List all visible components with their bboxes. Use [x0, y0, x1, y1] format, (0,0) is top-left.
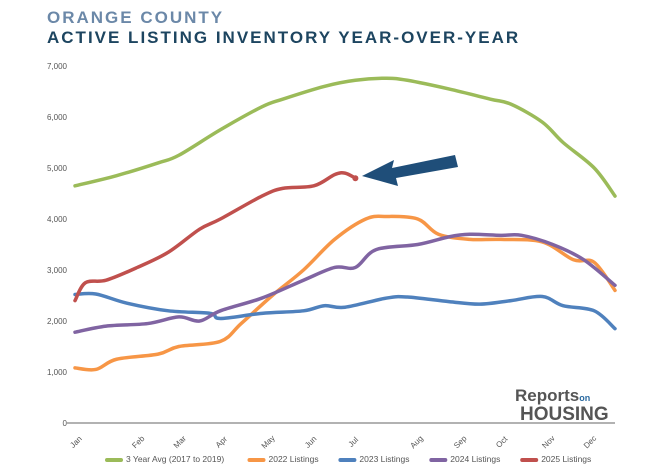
series-line-2024-listings	[73, 232, 617, 334]
x-tick-label: Feb	[130, 434, 147, 451]
x-tick-label: Apr	[214, 434, 229, 449]
x-tick-label: May	[260, 434, 277, 451]
legend-swatch	[429, 458, 448, 462]
legend-label: 2023 Listings	[359, 454, 409, 464]
legend-swatch	[105, 458, 123, 462]
logo-text: on	[579, 393, 591, 403]
x-tick-label: Jan	[68, 434, 83, 449]
y-tick-label: 1,000	[47, 368, 68, 377]
series-line-2025-listings	[73, 171, 358, 303]
chart-title: ACTIVE LISTING INVENTORY YEAR-OVER-YEAR	[47, 28, 521, 47]
logo-text: HOUSING	[520, 404, 609, 425]
logo-text: Reports	[515, 386, 580, 405]
x-tick-label: Jul	[347, 435, 361, 449]
series-end-marker	[352, 175, 359, 182]
legend-swatch	[247, 458, 266, 462]
legend-swatch	[520, 458, 539, 462]
x-tick-label: Sep	[452, 433, 469, 450]
arrow-annotation-icon	[362, 155, 458, 186]
series-line-3-year-avg-2017-to-2019-	[73, 76, 617, 198]
y-tick-label: 7,000	[47, 62, 68, 71]
y-tick-label: 2,000	[47, 317, 68, 326]
x-tick-label: Jun	[303, 434, 318, 449]
y-tick-label: 5,000	[47, 164, 68, 173]
x-tick-label: Aug	[408, 434, 424, 450]
legend-swatch	[338, 458, 357, 462]
y-tick-label: 3,000	[47, 266, 68, 275]
x-tick-label: Oct	[494, 434, 510, 450]
x-tick-label: Dec	[582, 434, 598, 450]
legend-label: 2025 Listings	[541, 454, 591, 464]
x-tick-label: Nov	[540, 434, 556, 450]
reports-on-housing-logo: Reportson HOUSING	[515, 387, 609, 424]
y-tick-label: 0	[63, 419, 68, 428]
legend-label: 3 Year Avg (2017 to 2019)	[126, 454, 224, 464]
legend-label: 2022 Listings	[269, 454, 319, 464]
y-tick-label: 6,000	[47, 113, 68, 122]
chart-region-title: ORANGE COUNTY	[47, 8, 225, 27]
legend-label: 2024 Listings	[450, 454, 500, 464]
x-tick-label: Mar	[172, 434, 188, 450]
y-tick-label: 4,000	[47, 215, 68, 224]
series-line-2023-listings	[73, 291, 617, 331]
